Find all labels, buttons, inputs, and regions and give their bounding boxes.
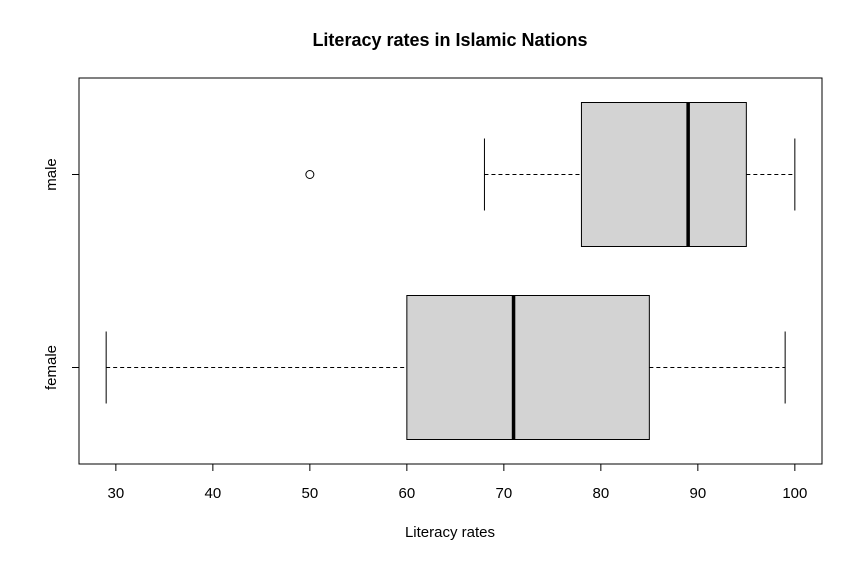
iqr-box [580,102,747,247]
box-female [105,295,786,440]
box-male [305,102,796,247]
chart-title: Literacy rates in Islamic Nations [312,30,587,50]
x-axis: 30 40 50 60 70 80 90 100 [108,463,807,502]
y-tick-label: female [43,345,60,390]
iqr-box [406,295,650,440]
x-tick-label: 100 [782,485,807,502]
x-tick-label: 70 [496,485,513,502]
x-tick-label: 80 [593,485,610,502]
outlier-point [305,170,315,179]
x-tick-label: 60 [399,485,416,502]
y-tick-label: male [43,158,60,191]
x-tick-label: 40 [205,485,222,502]
x-tick-label: 30 [108,485,125,502]
x-tick-label: 50 [302,485,319,502]
x-tick-label: 90 [689,485,706,502]
boxes [105,102,796,440]
x-axis-label: Literacy rates [405,524,495,541]
y-axis: female male [43,158,80,390]
